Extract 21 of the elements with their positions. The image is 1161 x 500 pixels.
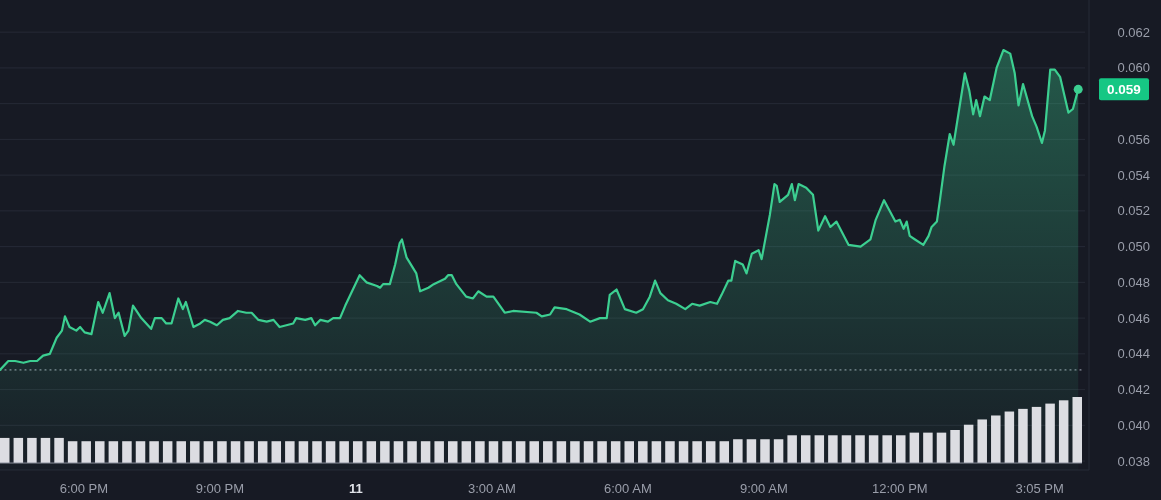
- y-tick-label: 0.054: [1117, 167, 1150, 183]
- y-tick-label: 0.050: [1117, 239, 1150, 255]
- y-tick-label: 0.062: [1117, 24, 1150, 40]
- y-tick-label: 0.038: [1117, 453, 1150, 469]
- y-tick-label: 0.044: [1117, 346, 1150, 362]
- y-tick-label: 0.040: [1117, 417, 1150, 433]
- x-tick-label: 6:00 PM: [59, 480, 109, 496]
- y-tick-label: 0.046: [1117, 310, 1150, 326]
- annotation: 0.059: [1107, 82, 1141, 98]
- x-tick-label: 9:00 PM: [195, 480, 245, 496]
- y-tick-label: 0.042: [1117, 382, 1150, 398]
- y-tick-label: 0.052: [1117, 203, 1150, 219]
- y-tick-label: 0.048: [1117, 274, 1150, 290]
- x-tick-label: 6:00 AM: [604, 480, 652, 496]
- y-tick-label: 0.060: [1117, 60, 1150, 76]
- x-tick-label: 11: [349, 480, 363, 496]
- x-tick-label: 9:00 AM: [740, 480, 788, 496]
- y-tick-label: 0.056: [1117, 131, 1150, 147]
- x-tick-label: 3:05 PM: [1015, 480, 1064, 496]
- x-tick-label: 3:00 AM: [468, 480, 516, 496]
- x-tick-label: 12:00 PM: [872, 480, 928, 496]
